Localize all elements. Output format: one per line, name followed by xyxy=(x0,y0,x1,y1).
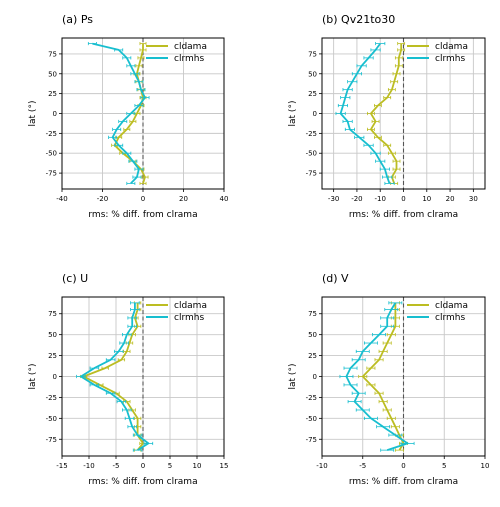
panel-title: (b) Qv21to30 xyxy=(322,13,395,26)
y-tick-label: -50 xyxy=(306,150,317,158)
y-tick-label: 25 xyxy=(48,90,57,98)
y-tick-label: -25 xyxy=(46,130,57,138)
legend-label: clrmhs xyxy=(174,54,204,64)
legend-label: cldama xyxy=(435,301,468,311)
x-tick-label: -10 xyxy=(316,462,327,470)
y-tick-label: -75 xyxy=(306,170,317,178)
x-tick-label: 0 xyxy=(141,195,145,203)
x-tick-label: -15 xyxy=(56,462,67,470)
x-tick-label: 0 xyxy=(401,195,405,203)
y-tick-label: 75 xyxy=(48,50,57,58)
y-tick-label: 50 xyxy=(308,70,317,78)
x-tick-label: -30 xyxy=(328,195,339,203)
x-tick-label: -10 xyxy=(83,462,94,470)
x-tick-label: 30 xyxy=(469,195,478,203)
y-tick-label: 25 xyxy=(308,90,317,98)
y-tick-label: 0 xyxy=(313,110,317,118)
x-tick-label: 10 xyxy=(193,462,202,470)
y-tick-label: 75 xyxy=(308,310,317,318)
x-axis-label: rms: % diff. from clrama xyxy=(88,477,197,487)
y-tick-label: -75 xyxy=(46,170,57,178)
y-tick-label: 0 xyxy=(313,373,317,381)
legend-label: clrmhs xyxy=(435,54,465,64)
y-tick-label: -50 xyxy=(46,415,57,423)
y-tick-label: 75 xyxy=(308,50,317,58)
x-tick-label: 5 xyxy=(168,462,172,470)
axes-frame xyxy=(61,37,225,190)
legend-label: clrmhs xyxy=(174,313,204,323)
y-tick-label: -75 xyxy=(306,436,317,444)
chart-panel: -30 -20 -10 0 10 20 30 75 50 25 0 -25 -50 -75 cldama cl… xyxy=(288,13,486,220)
x-tick-label: -40 xyxy=(56,195,67,203)
x-tick-label: 5 xyxy=(442,462,446,470)
axes-frame xyxy=(61,296,225,457)
y-tick-label: -75 xyxy=(46,436,57,444)
y-tick-label: -25 xyxy=(46,394,57,402)
series-line xyxy=(80,302,150,451)
x-tick-label: 15 xyxy=(220,462,229,470)
chart-panel: -10 -5 0 5 107550250-25-50-75cldamaclrmhs(d)… xyxy=(288,272,489,487)
series-line xyxy=(361,302,405,451)
x-tick-label: 0 xyxy=(401,462,405,470)
x-axis-label: rms: % diff. from clrama xyxy=(349,210,458,220)
chart-panel: -15 -10 -5 0 5 10 157550250-25-50-75cldamaclrm… xyxy=(28,272,228,487)
chart-panel: -40 -20 0 20 40 75 50 25 0 -25 -50 -75 cldama clrmhs (… xyxy=(28,13,228,220)
x-tick-label: 10 xyxy=(422,195,431,203)
x-tick-label: -5 xyxy=(113,462,120,470)
series-cldama xyxy=(367,41,406,186)
x-tick-label: 40 xyxy=(220,195,229,203)
x-tick-label: 10 xyxy=(481,462,490,470)
y-axis-label: lat (°) xyxy=(288,364,298,390)
x-tick-label: -10 xyxy=(374,195,385,203)
series-clrmhs xyxy=(335,41,395,186)
legend-label: cldama xyxy=(174,301,207,311)
series-clrmhs xyxy=(76,301,154,452)
x-tick-label: -20 xyxy=(351,195,362,203)
x-tick-label: 20 xyxy=(179,195,188,203)
x-axis-label: rms: % diff. from clrama xyxy=(349,477,458,487)
y-tick-label: 25 xyxy=(308,352,317,360)
legend-label: cldama xyxy=(435,42,468,52)
y-tick-label: -25 xyxy=(306,130,317,138)
y-tick-label: -50 xyxy=(306,415,317,423)
series-clrmhs xyxy=(87,41,150,186)
x-tick-label: -5 xyxy=(359,462,366,470)
y-tick-label: 0 xyxy=(53,373,57,381)
panel-title: (c) U xyxy=(62,272,88,285)
y-axis-label: lat (°) xyxy=(288,101,298,127)
legend-label: cldama xyxy=(174,42,207,52)
x-axis-label: rms: % diff. from clrama xyxy=(88,210,197,220)
y-tick-label: -25 xyxy=(306,394,317,402)
series-clrmhs xyxy=(339,301,415,452)
y-tick-label: -50 xyxy=(46,150,57,158)
y-tick-label: 50 xyxy=(48,331,57,339)
y-tick-label: 0 xyxy=(53,110,57,118)
y-axis-label: lat (°) xyxy=(28,364,38,390)
panel-title: (d) V xyxy=(322,272,349,285)
y-axis-label: lat (°) xyxy=(28,101,38,127)
series-line xyxy=(339,43,391,184)
x-tick-label: 0 xyxy=(141,462,145,470)
axes-frame xyxy=(321,37,486,190)
series-line xyxy=(92,42,146,185)
legend-label: clrmhs xyxy=(435,313,465,323)
y-tick-label: 50 xyxy=(48,70,57,78)
y-tick-label: 25 xyxy=(48,352,57,360)
y-tick-label: 50 xyxy=(308,331,317,339)
series-cldama xyxy=(358,301,408,452)
x-tick-label: 20 xyxy=(446,195,455,203)
panel-title: (a) Ps xyxy=(62,13,93,26)
series-line xyxy=(345,302,409,451)
x-tick-label: -20 xyxy=(97,195,108,203)
y-tick-label: 75 xyxy=(48,310,57,318)
axes-frame xyxy=(321,296,486,457)
series-line xyxy=(369,43,403,184)
